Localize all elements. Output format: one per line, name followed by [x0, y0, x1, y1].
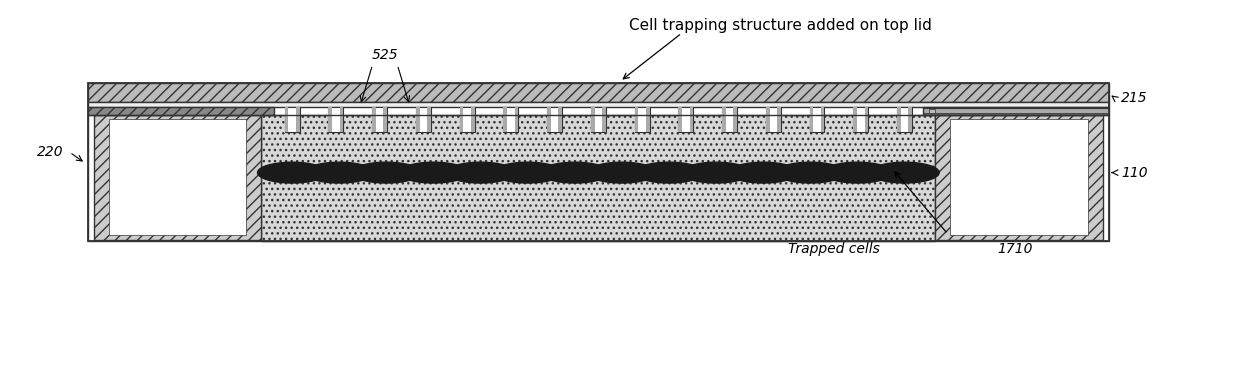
- Bar: [329, 108, 332, 132]
- Bar: [285, 108, 289, 132]
- Bar: [329, 108, 343, 132]
- Bar: [591, 108, 595, 132]
- Bar: [678, 108, 682, 132]
- Bar: [262, 115, 935, 242]
- Bar: [88, 115, 1109, 242]
- Bar: [853, 108, 857, 132]
- Bar: [109, 119, 247, 235]
- Circle shape: [446, 162, 515, 183]
- Bar: [908, 108, 911, 132]
- Circle shape: [588, 162, 656, 183]
- Bar: [547, 108, 562, 132]
- Bar: [864, 108, 868, 132]
- Bar: [460, 108, 464, 132]
- Circle shape: [305, 162, 374, 183]
- Circle shape: [682, 162, 750, 183]
- Bar: [372, 108, 387, 132]
- Bar: [515, 108, 518, 132]
- Bar: [427, 108, 430, 132]
- Bar: [950, 119, 1087, 235]
- Text: 220: 220: [37, 145, 63, 159]
- Text: Trapped cells: Trapped cells: [787, 242, 880, 256]
- Text: 215: 215: [1121, 91, 1148, 105]
- Circle shape: [635, 162, 703, 183]
- Bar: [503, 108, 518, 132]
- Bar: [853, 108, 868, 132]
- Bar: [88, 102, 1109, 108]
- Circle shape: [729, 162, 797, 183]
- Bar: [558, 108, 562, 132]
- Text: 1710: 1710: [997, 242, 1033, 256]
- Bar: [372, 108, 376, 132]
- Bar: [810, 108, 825, 132]
- Bar: [689, 108, 693, 132]
- Bar: [635, 108, 650, 132]
- Bar: [415, 108, 430, 132]
- Bar: [94, 115, 262, 240]
- Circle shape: [823, 162, 892, 183]
- Bar: [923, 108, 1109, 115]
- Bar: [340, 108, 343, 132]
- Bar: [88, 83, 1109, 102]
- Bar: [88, 108, 274, 115]
- Text: 110: 110: [1121, 166, 1148, 180]
- Bar: [471, 108, 475, 132]
- Bar: [722, 108, 725, 132]
- Bar: [897, 108, 911, 132]
- Bar: [810, 108, 813, 132]
- Bar: [935, 115, 1102, 240]
- Bar: [777, 108, 781, 132]
- Bar: [766, 108, 770, 132]
- Bar: [415, 108, 419, 132]
- Bar: [733, 108, 737, 132]
- Circle shape: [541, 162, 609, 183]
- Circle shape: [494, 162, 562, 183]
- Circle shape: [776, 162, 844, 183]
- Bar: [635, 108, 639, 132]
- Bar: [88, 83, 1109, 242]
- Text: 525: 525: [372, 48, 398, 62]
- Bar: [460, 108, 475, 132]
- Bar: [929, 110, 935, 113]
- Bar: [591, 108, 606, 132]
- Circle shape: [399, 162, 469, 183]
- Bar: [821, 108, 825, 132]
- Bar: [678, 108, 693, 132]
- Bar: [296, 108, 300, 132]
- Bar: [646, 108, 650, 132]
- Bar: [547, 108, 551, 132]
- Bar: [285, 108, 300, 132]
- Bar: [383, 108, 387, 132]
- Text: Cell trapping structure added on top lid: Cell trapping structure added on top lid: [630, 18, 932, 33]
- Circle shape: [352, 162, 422, 183]
- Circle shape: [870, 162, 939, 183]
- Bar: [503, 108, 507, 132]
- Bar: [897, 108, 900, 132]
- Bar: [603, 108, 606, 132]
- Bar: [766, 108, 781, 132]
- Bar: [722, 108, 737, 132]
- Circle shape: [258, 162, 327, 183]
